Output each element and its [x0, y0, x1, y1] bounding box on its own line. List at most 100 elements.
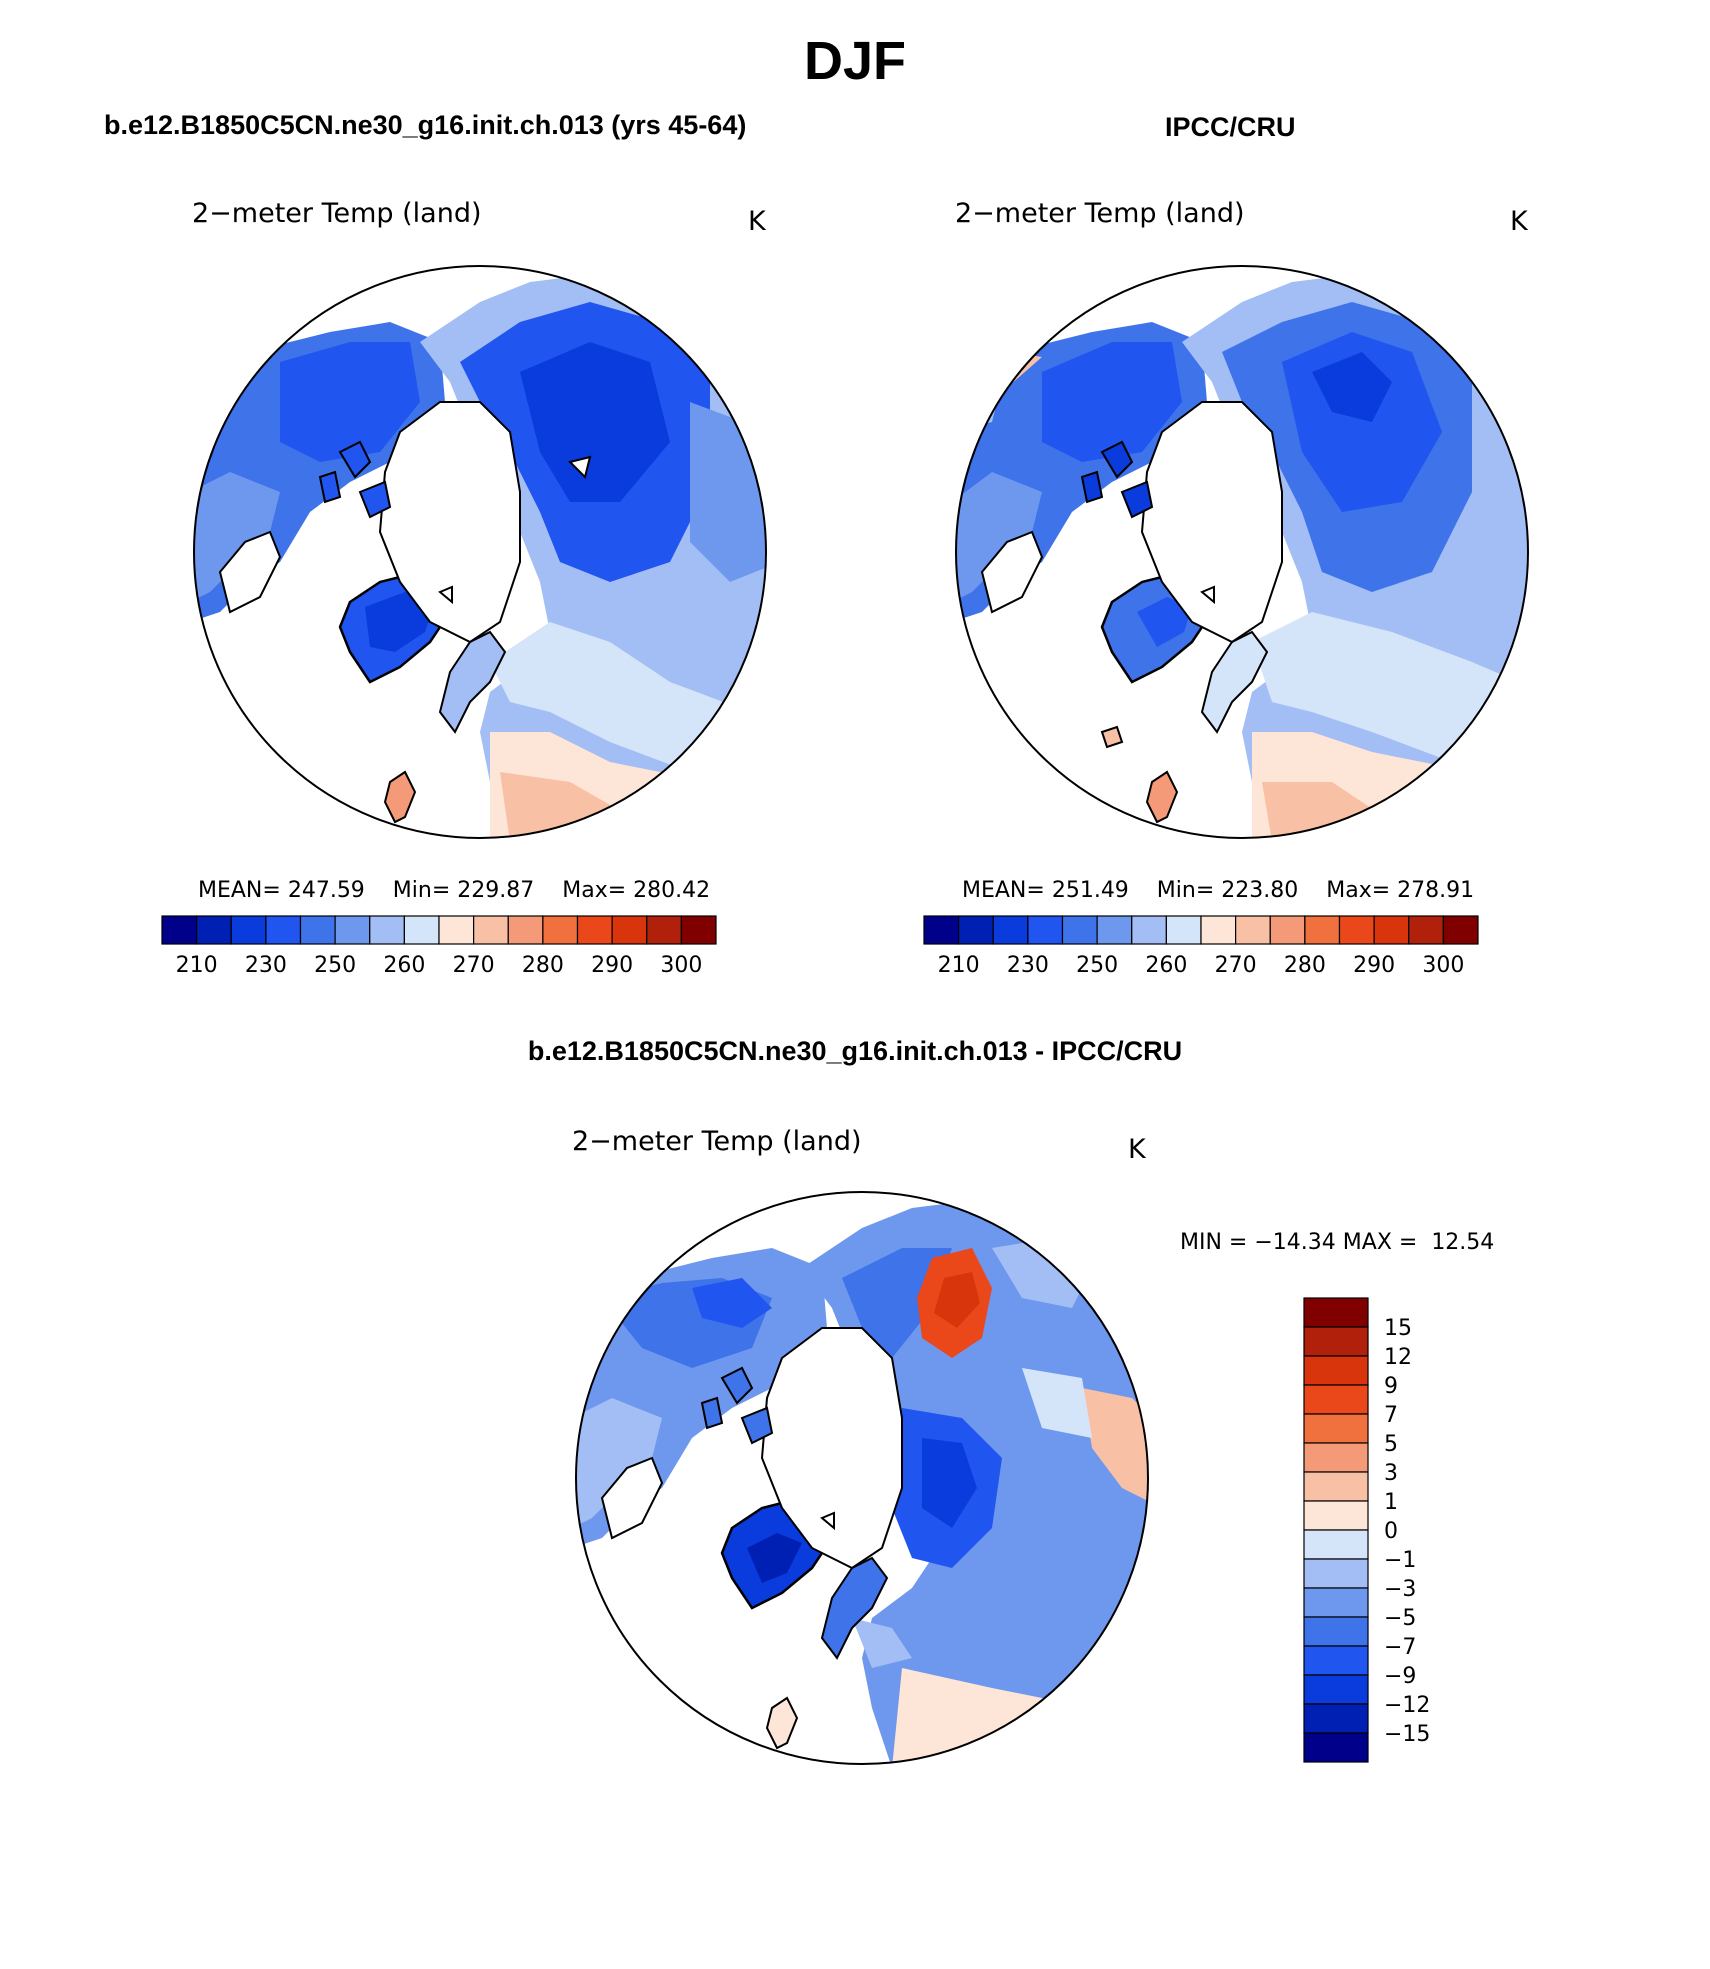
difference-colorbar-swatch: [1303, 1413, 1369, 1444]
model-colorbar-tick-label: 260: [383, 953, 425, 978]
difference-colorbar-tick-label: −7: [1384, 1635, 1416, 1660]
model-polar-map: [193, 265, 767, 839]
model-colorbar-tick-label: 300: [660, 953, 702, 978]
model-colorbar-swatch: [196, 915, 232, 945]
model-colorbar-swatch: [542, 915, 579, 945]
difference-colorbar-tick-label: 5: [1384, 1432, 1398, 1457]
model-map-units: K: [748, 206, 766, 237]
obs-map-stats: MEAN= 251.49 Min= 223.80 Max= 278.91: [962, 878, 1475, 903]
model-colorbar-swatch: [646, 915, 682, 945]
model-colorbar-tick-label: 230: [245, 953, 287, 978]
obs-colorbar-swatch: [1096, 915, 1133, 945]
obs-colorbar-swatch: [1373, 915, 1410, 945]
model-colorbar-tick-label: 270: [453, 953, 495, 978]
obs-colorbar-swatch: [1165, 915, 1202, 945]
model-map-title: 2−meter Temp (land): [192, 198, 482, 229]
difference-colorbar-swatch: [1303, 1558, 1369, 1589]
model-colorbar-swatch: [265, 915, 302, 945]
arctic-ocean: [378, 401, 521, 644]
difference-colorbar-tick-label: 7: [1384, 1403, 1398, 1428]
difference-colorbar-swatch: [1303, 1587, 1369, 1618]
difference-map-title: 2−meter Temp (land): [572, 1126, 862, 1157]
difference-colorbar-tick-label: 0: [1384, 1519, 1398, 1544]
model-colorbar-swatch: [473, 915, 509, 945]
difference-colorbar-swatch: [1303, 1703, 1369, 1734]
difference-colorbar-swatch: [1303, 1442, 1369, 1473]
arctic-ocean: [760, 1327, 903, 1570]
obs-colorbar-swatch: [1269, 915, 1306, 945]
obs-colorbar-tick-label: 250: [1076, 953, 1118, 978]
arctic-ocean: [1140, 401, 1283, 644]
obs-panel-heading: IPCC/CRU: [1165, 112, 1296, 142]
difference-colorbar-tick-label: 9: [1384, 1374, 1398, 1399]
obs-colorbar-swatch: [923, 915, 960, 945]
model-colorbar-swatch: [299, 915, 336, 945]
difference-colorbar-swatch: [1303, 1355, 1369, 1386]
obs-map-units: K: [1510, 206, 1528, 237]
obs-colorbar-tick-label: 270: [1215, 953, 1257, 978]
model-colorbar-tick-label: 250: [314, 953, 356, 978]
model-colorbar-tick-label: 210: [176, 953, 218, 978]
difference-colorbar-tick-label: −5: [1384, 1606, 1416, 1631]
british-isles-land: [383, 770, 417, 824]
difference-colorbar-swatch: [1303, 1645, 1369, 1676]
british-isles-land: [1145, 770, 1179, 824]
obs-colorbar-tick-label: 230: [1007, 953, 1049, 978]
obs-colorbar-tick-label: 280: [1284, 953, 1326, 978]
difference-polar-map: [575, 1191, 1149, 1765]
obs-colorbar-tick-label: 300: [1422, 953, 1464, 978]
obs-colorbar-swatch: [1061, 915, 1098, 945]
difference-colorbar-swatch: [1303, 1674, 1369, 1705]
obs-colorbar-swatch: [1235, 915, 1271, 945]
difference-colorbar-tick-label: 15: [1384, 1316, 1412, 1341]
difference-colorbar-swatch: [1303, 1500, 1369, 1531]
model-panel-heading: b.e12.B1850C5CN.ne30_g16.init.ch.013 (yr…: [104, 110, 747, 140]
british-isles-land: [765, 1696, 799, 1750]
hudson-bay: [600, 1456, 664, 1540]
difference-colorbar-tick-label: 1: [1384, 1490, 1398, 1515]
model-colorbar-swatch: [230, 915, 267, 945]
model-colorbar: 210 230 250 260 270 280 290 300: [161, 915, 717, 978]
figure-title: DJF: [803, 31, 906, 91]
obs-colorbar-swatch: [992, 915, 1029, 945]
obs-colorbar-tick-label: 210: [938, 953, 980, 978]
difference-map-stats: MIN = −14.34 MAX = 12.54: [1180, 1230, 1495, 1255]
obs-colorbar-swatch: [1131, 915, 1167, 945]
obs-colorbar-swatch: [1027, 915, 1064, 945]
hudson-bay: [218, 530, 282, 614]
model-map-stats: MEAN= 247.59 Min= 229.87 Max= 280.42: [198, 878, 711, 903]
difference-colorbar-tick-label: 3: [1384, 1461, 1398, 1486]
difference-colorbar-tick-label: −3: [1384, 1577, 1416, 1602]
obs-colorbar-swatch: [1408, 915, 1444, 945]
model-colorbar-swatch: [611, 915, 648, 945]
difference-colorbar-swatch: [1303, 1384, 1369, 1415]
obs-colorbar-tick-label: 290: [1353, 953, 1395, 978]
difference-colorbar-swatch: [1303, 1297, 1369, 1328]
model-colorbar-swatch: [680, 915, 717, 945]
model-colorbar-swatch: [161, 915, 198, 945]
difference-colorbar-swatch: [1303, 1732, 1369, 1763]
difference-map-units: K: [1128, 1134, 1146, 1165]
obs-colorbar: 210 230 250 260 270 280 290 300: [923, 915, 1479, 978]
model-colorbar-swatch: [438, 915, 475, 945]
obs-colorbar-tick-label: 260: [1145, 953, 1187, 978]
model-colorbar-swatch: [576, 915, 613, 945]
difference-colorbar-tick-label: 12: [1384, 1345, 1412, 1370]
model-colorbar-swatch: [507, 915, 544, 945]
difference-colorbar: 15 12 9 7 5 3 1 0 −1 −3 −5 −7 −9 −12 −15: [1303, 1297, 1430, 1763]
obs-colorbar-swatch: [1442, 915, 1479, 945]
model-colorbar-tick-label: 280: [522, 953, 564, 978]
difference-colorbar-tick-label: −1: [1384, 1548, 1416, 1573]
difference-colorbar-swatch: [1303, 1326, 1369, 1357]
obs-colorbar-swatch: [958, 915, 994, 945]
difference-colorbar-tick-label: −12: [1384, 1693, 1430, 1718]
hudson-bay: [980, 530, 1044, 614]
model-colorbar-swatch: [369, 915, 405, 945]
model-colorbar-swatch: [334, 915, 371, 945]
difference-colorbar-swatch: [1303, 1471, 1369, 1502]
obs-colorbar-swatch: [1338, 915, 1375, 945]
obs-colorbar-swatch: [1304, 915, 1341, 945]
difference-colorbar-swatch: [1303, 1616, 1369, 1647]
obs-map-title: 2−meter Temp (land): [955, 198, 1245, 229]
obs-colorbar-swatch: [1200, 915, 1237, 945]
